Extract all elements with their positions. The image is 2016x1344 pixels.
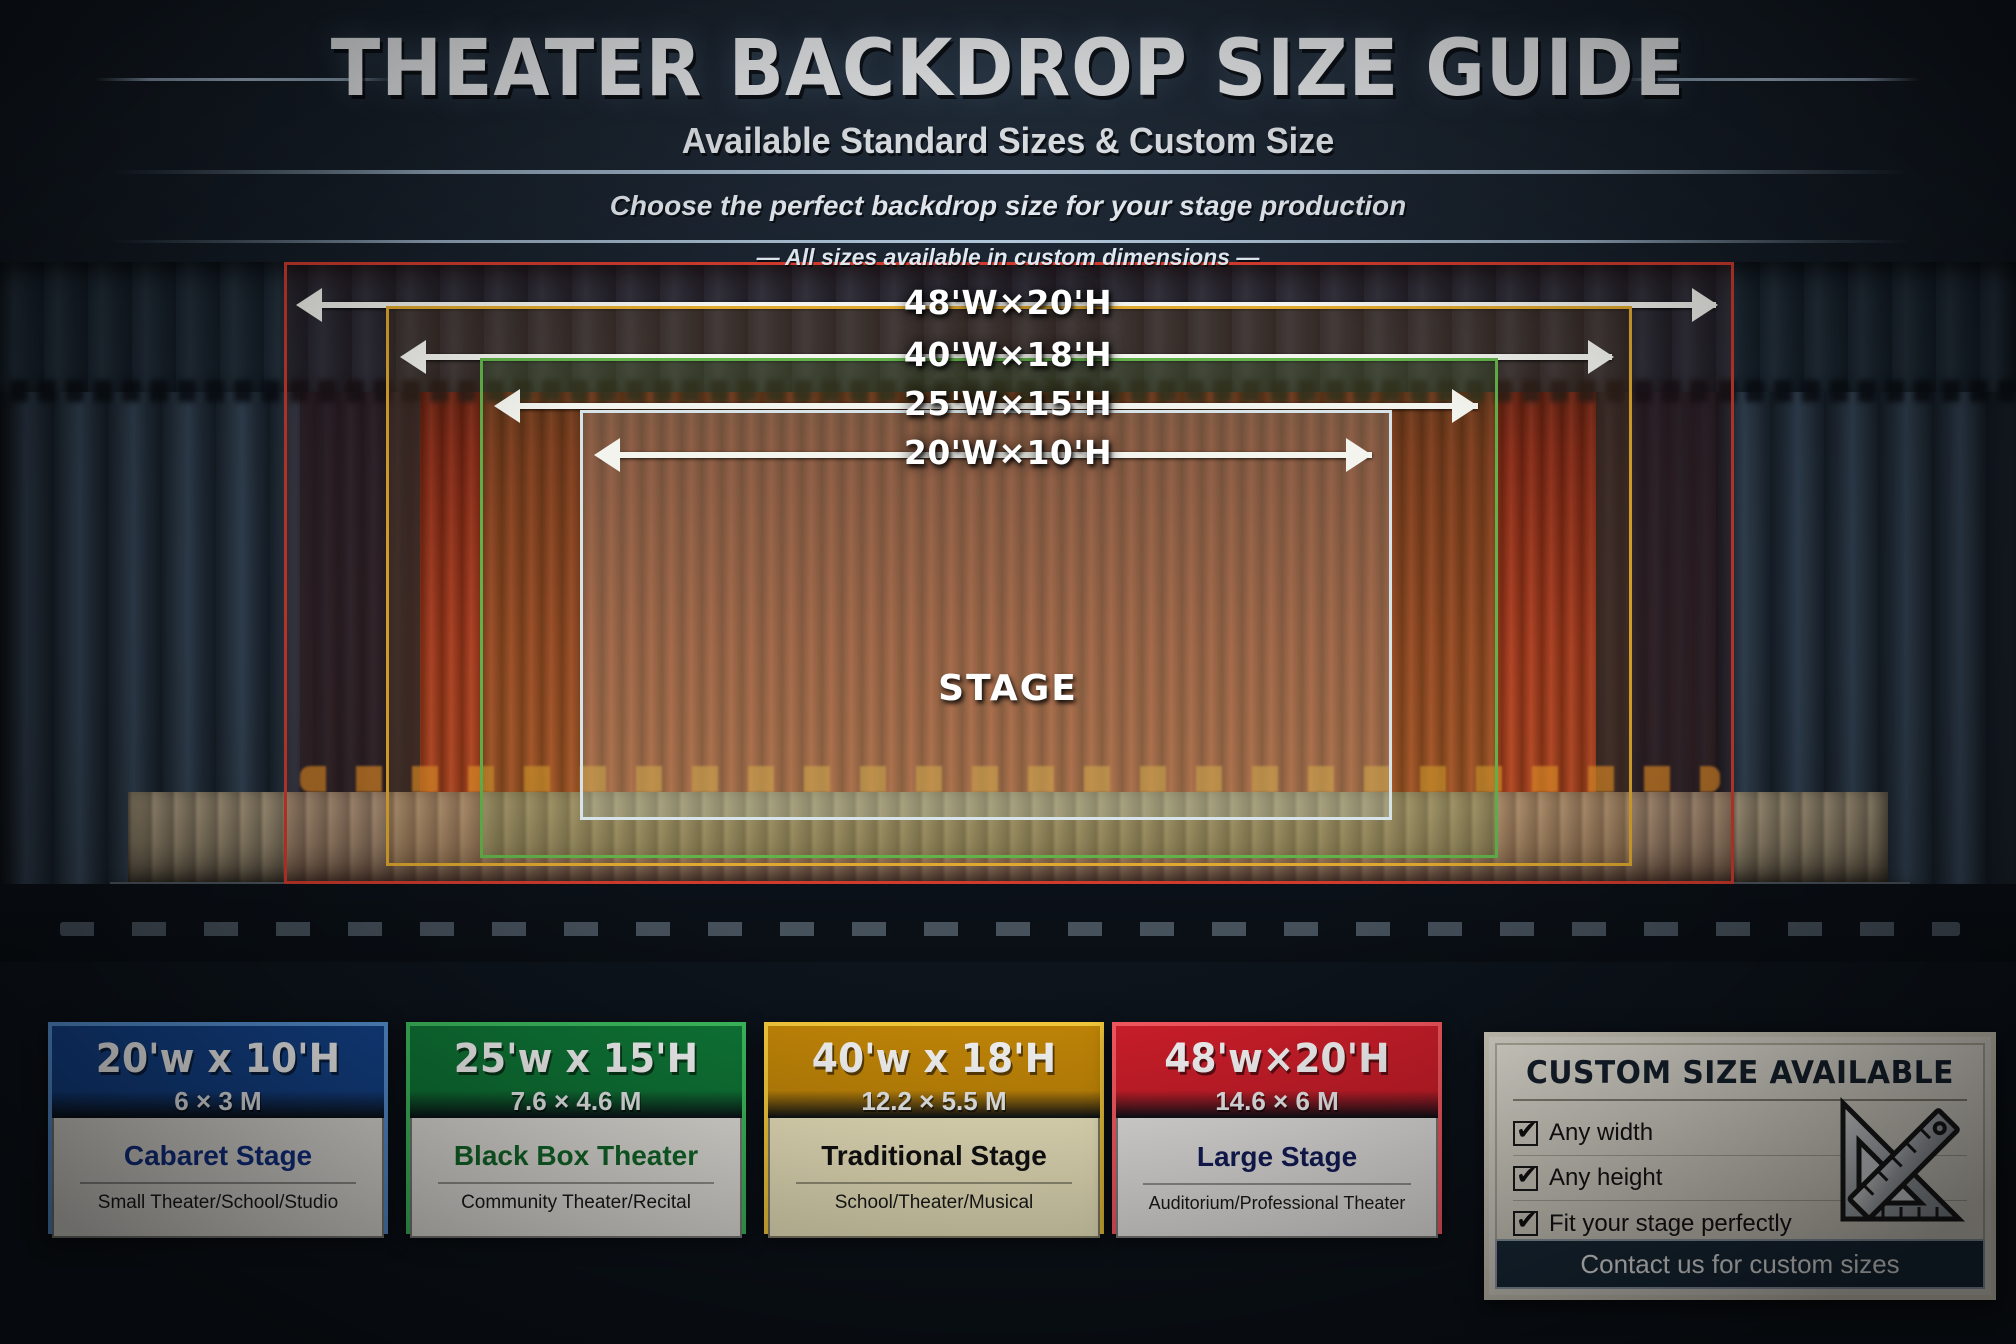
- seat-row-dashes: [60, 922, 1960, 936]
- ruler-triangle-icon: [1833, 1095, 1973, 1235]
- size-card-blackbox[interactable]: 25'w x 15'H 7.6 × 4.6 M Black Box Theate…: [406, 1022, 746, 1238]
- size-card-large[interactable]: 48'w×20'H 14.6 × 6 M Large Stage Auditor…: [1112, 1022, 1442, 1238]
- size-label-48x20: 48'W×20'H: [903, 283, 1113, 322]
- card-size-label: 40'w x 18'H: [811, 1035, 1057, 1082]
- custom-feature-label: Any width: [1549, 1119, 1654, 1146]
- header-divider-3: [110, 240, 1910, 243]
- size-label-20x10: 20'W×10'H: [903, 433, 1113, 472]
- card-rule: [1143, 1182, 1411, 1185]
- header-divider-2: [110, 170, 1910, 174]
- card-name-label: Large Stage: [1196, 1140, 1358, 1172]
- custom-contact-bar[interactable]: Contact us for custom sizes: [1495, 1239, 1985, 1289]
- card-metric-label: 7.6 × 4.6 M: [510, 1085, 642, 1116]
- card-header: 25'w x 15'H 7.6 × 4.6 M: [410, 1026, 742, 1118]
- checkbox-checked-icon[interactable]: [1513, 1162, 1538, 1191]
- card-rule: [438, 1182, 714, 1184]
- page-subtitle: Available Standard Sizes & Custom Size: [681, 120, 1335, 161]
- card-body: Traditional Stage School/Theater/Musical: [768, 1118, 1100, 1238]
- card-body: Large Stage Auditorium/Professional Thea…: [1116, 1118, 1438, 1238]
- card-body: Cabaret Stage Small Theater/School/Studi…: [52, 1118, 384, 1238]
- card-metric-label: 6 × 3 M: [174, 1085, 262, 1116]
- card-usage-label: Auditorium/Professional Theater: [1148, 1192, 1406, 1213]
- card-size-label: 20'w x 10'H: [95, 1035, 341, 1082]
- card-usage-label: Community Theater/Recital: [461, 1192, 691, 1213]
- custom-panel-inner: CUSTOM SIZE AVAILABLE Any width Any heig…: [1495, 1043, 1985, 1243]
- card-name-label: Traditional Stage: [821, 1140, 1047, 1171]
- size-card-cabaret[interactable]: 20'w x 10'H 6 × 3 M Cabaret Stage Small …: [48, 1022, 388, 1238]
- card-name-label: Black Box Theater: [453, 1140, 699, 1171]
- checkbox-checked-icon[interactable]: [1513, 1117, 1538, 1146]
- custom-feature-label: Any height: [1549, 1164, 1663, 1191]
- card-header: 48'w×20'H 14.6 × 6 M: [1116, 1026, 1438, 1118]
- page-microline: — All sizes available in custom dimensio…: [756, 244, 1260, 270]
- card-usage-label: School/Theater/Musical: [834, 1192, 1034, 1213]
- size-label-25x15: 25'W×15'H: [903, 384, 1113, 423]
- card-size-label: 25'w x 15'H: [453, 1035, 699, 1082]
- card-size-label: 48'w×20'H: [1164, 1035, 1390, 1082]
- card-metric-label: 14.6 × 6 M: [1215, 1085, 1339, 1116]
- page-tagline: Choose the perfect backdrop size for you…: [609, 190, 1407, 221]
- custom-contact-label: Contact us for custom sizes: [1580, 1248, 1900, 1279]
- stage-scene: 48'W×20'H 40'W×18'H 25'W×15'H 20'W×10'H …: [0, 262, 2016, 962]
- size-label-40x18: 40'W×18'H: [903, 335, 1113, 374]
- card-name-label: Cabaret Stage: [123, 1140, 313, 1171]
- card-header: 40'w x 18'H 12.2 × 5.5 M: [768, 1026, 1100, 1118]
- card-rule: [80, 1182, 356, 1184]
- size-card-traditional[interactable]: 40'w x 18'H 12.2 × 5.5 M Traditional Sta…: [764, 1022, 1104, 1238]
- card-header: 20'w x 10'H 6 × 3 M: [52, 1026, 384, 1118]
- custom-size-panel[interactable]: CUSTOM SIZE AVAILABLE Any width Any heig…: [1484, 1032, 1996, 1300]
- card-metric-label: 12.2 × 5.5 M: [861, 1085, 1007, 1116]
- header: THEATER BACKDROP SIZE GUIDE Available St…: [0, 0, 2016, 270]
- custom-feature-label: Fit your stage perfectly: [1549, 1209, 1792, 1237]
- checkbox-checked-icon[interactable]: [1513, 1207, 1538, 1236]
- card-rule: [796, 1182, 1072, 1184]
- stage-word-label: STAGE: [938, 668, 1078, 709]
- card-body: Black Box Theater Community Theater/Reci…: [410, 1118, 742, 1238]
- custom-panel-title: CUSTOM SIZE AVAILABLE: [1526, 1055, 1954, 1091]
- card-usage-label: Small Theater/School/Studio: [97, 1192, 339, 1213]
- page-title: THEATER BACKDROP SIZE GUIDE: [330, 24, 1686, 114]
